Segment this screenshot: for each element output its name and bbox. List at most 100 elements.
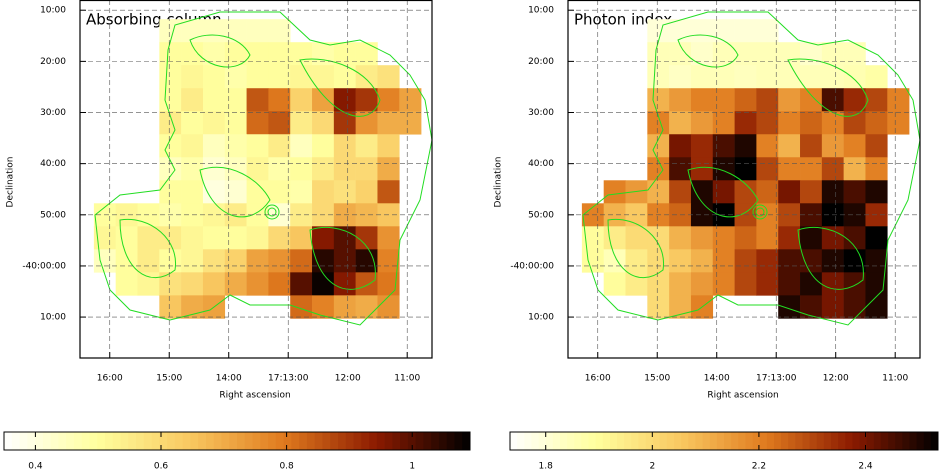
heat-cell (246, 249, 269, 273)
heat-cell (333, 111, 356, 135)
heat-cell (312, 65, 335, 89)
heat-cell (669, 295, 692, 319)
heat-cell (159, 249, 182, 273)
x-tick-label: 16:00 (585, 374, 611, 384)
heat-cell (690, 42, 714, 66)
x-axis-label: Right ascension (707, 391, 778, 401)
colorbar-step (624, 432, 632, 450)
heat-cell (843, 180, 866, 204)
heat-cell (603, 249, 626, 273)
colorbar-step (617, 432, 625, 450)
heat-cell (312, 249, 335, 273)
heat-cell (115, 226, 138, 250)
colorbar-step (888, 432, 896, 450)
colorbar-step (446, 432, 455, 450)
heat-cell (712, 272, 735, 296)
colorbar-step (709, 432, 718, 450)
heat-cell (712, 65, 735, 89)
heat-cell (377, 249, 400, 273)
heat-cell (647, 65, 670, 89)
heat-cell (865, 226, 888, 250)
heat-cell (377, 88, 400, 112)
colorbar-step (237, 432, 246, 450)
heat-cell (887, 88, 910, 112)
heat-cell (312, 226, 335, 250)
heat-cell (669, 134, 692, 158)
x-tick-label: 17:13:00 (268, 374, 309, 384)
heat-cell (355, 134, 378, 158)
heat-cell (115, 272, 138, 296)
colorbar-step (97, 432, 106, 450)
heat-cell (202, 42, 226, 66)
heat-cell (115, 203, 138, 227)
heat-cell (224, 111, 247, 135)
heat-cell (312, 42, 335, 66)
heat-cell (800, 88, 823, 112)
colorbar-step (151, 432, 160, 450)
x-tick-label: 12:00 (335, 374, 361, 384)
colorbar-step (462, 432, 471, 450)
colorbar-step (423, 432, 432, 450)
heat-cell (290, 226, 313, 250)
heat-cell (333, 226, 356, 250)
heat-cell (669, 157, 692, 181)
colorbar-step (438, 432, 448, 450)
heat-cell (647, 134, 670, 158)
colorbar-step (205, 432, 215, 450)
y-tick-label: -40:00:00 (22, 261, 66, 271)
heat-cell (159, 65, 182, 89)
colorbar-step (716, 432, 725, 450)
heat-cell (290, 88, 313, 112)
colorbar-step (384, 432, 393, 450)
colorbar-step (880, 432, 889, 450)
heat-cell (377, 134, 400, 158)
heat-cell (800, 249, 823, 273)
colorbar-step (361, 432, 370, 450)
heat-cell (669, 42, 692, 66)
heat-cell (581, 226, 604, 250)
colorbar-step (392, 432, 401, 450)
colorbar-step (866, 432, 875, 450)
y-tick-label: 40:00 (528, 159, 554, 169)
heat-cell (756, 65, 779, 89)
colorbar-step (35, 432, 44, 450)
heat-cell (333, 88, 356, 112)
x-axis-label: Right ascension (219, 391, 290, 401)
colorbar-step (89, 432, 98, 450)
heat-cell (734, 157, 757, 181)
heat-cell (246, 19, 269, 43)
colorbar-step (809, 432, 818, 450)
heat-cell (734, 19, 757, 43)
heat-cell (865, 249, 888, 273)
heat-cell (355, 65, 378, 89)
heat-cell (202, 226, 226, 250)
heat-cell (355, 88, 378, 112)
colorbar-step (415, 432, 424, 450)
heat-cell (181, 111, 204, 135)
heat-cell (625, 226, 648, 250)
heat-cell (224, 272, 247, 296)
heat-cell (224, 249, 247, 273)
heat-cell (756, 157, 779, 181)
heat-cell (224, 157, 247, 181)
colorbar-step (731, 432, 739, 450)
colorbar-step (229, 432, 238, 450)
heat-cell (181, 134, 204, 158)
heat-cell (647, 226, 670, 250)
heat-cell (290, 180, 313, 204)
heat-cell (865, 134, 888, 158)
y-tick-label: 30:00 (40, 108, 66, 118)
heat-cell (159, 157, 182, 181)
colorbar-step (128, 432, 137, 450)
x-tick-label: 17:13:00 (756, 374, 797, 384)
colorbar-step (454, 432, 463, 450)
heat-cell (246, 272, 269, 296)
colorbar-step (831, 432, 839, 450)
heat-cell (734, 249, 757, 273)
heat-cell (202, 203, 226, 227)
heat-cell (333, 65, 356, 89)
heat-cell (290, 65, 313, 89)
heat-cell (377, 272, 400, 296)
heat-cell (690, 134, 714, 158)
